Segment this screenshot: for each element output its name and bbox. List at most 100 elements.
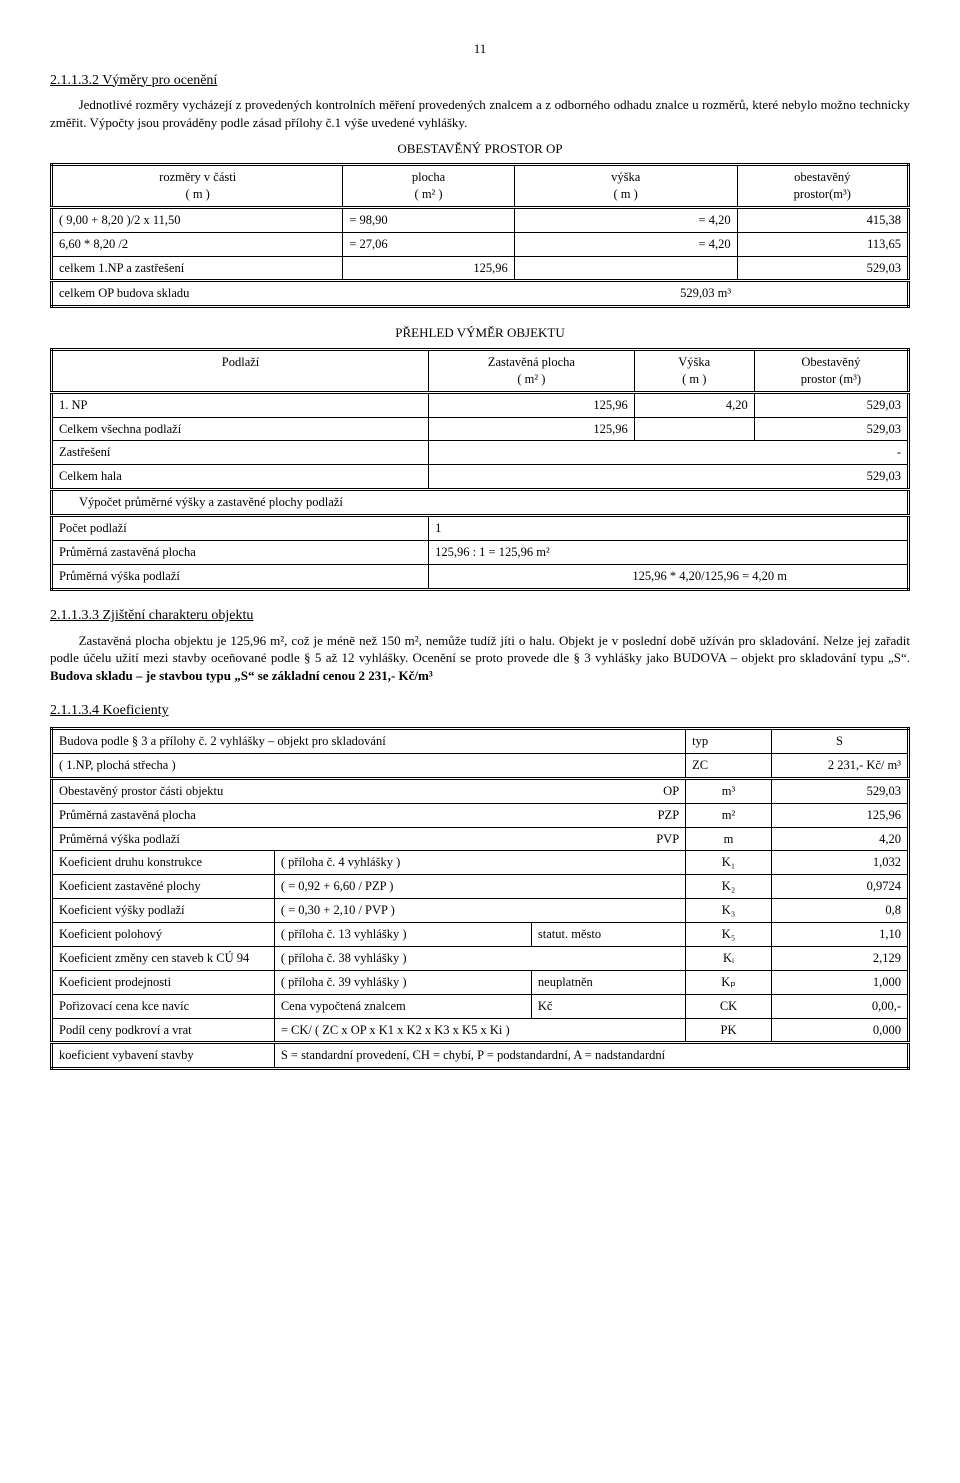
t2-r0-a: 1. NP bbox=[52, 392, 429, 417]
t3-r13-a: koeficient vybavení stavby bbox=[52, 1043, 275, 1069]
t2-h3a: Výška bbox=[678, 355, 710, 369]
t2-s0-a: Počet podlaží bbox=[52, 516, 429, 541]
t1-r2-b: 125,96 bbox=[343, 256, 514, 281]
t3-r3-a: Průměrná zastavěná plocha bbox=[52, 803, 532, 827]
t1-h2a: plocha bbox=[412, 170, 445, 184]
t3-r4-c: PVP bbox=[531, 827, 685, 851]
t3-r4-a: Průměrná výška podlaží bbox=[52, 827, 532, 851]
t3-r12-d: PK bbox=[686, 1018, 772, 1043]
t2-h4a: Obestavěný bbox=[801, 355, 860, 369]
t1-h3b: ( m ) bbox=[614, 187, 638, 201]
t3-r12-b: = CK/ ( ZC x OP x K1 x K2 x K3 x K5 x Ki… bbox=[274, 1018, 685, 1043]
t2-mid: Výpočet průměrné výšky a zastavěné ploch… bbox=[52, 490, 909, 516]
t3-r10-d: Kₚ bbox=[686, 970, 772, 994]
t3-r10-c: neuplatněn bbox=[531, 970, 685, 994]
t3-r1-d: ZC bbox=[686, 753, 772, 778]
t3-r11-b: Cena vypočtená znalcem bbox=[274, 994, 531, 1018]
table1-title: OBESTAVĚNÝ PROSTOR OP bbox=[50, 140, 910, 158]
t3-r2-e: 529,03 bbox=[771, 778, 908, 803]
t1-r1-c: = 4,20 bbox=[514, 232, 737, 256]
t3-r8-d: K₅ bbox=[686, 923, 772, 947]
section-1-para: Jednotlivé rozměry vycházejí z provedený… bbox=[50, 96, 910, 131]
s2-plain: Zastavěná plocha objektu je 125,96 m², c… bbox=[50, 633, 910, 666]
t3-r2-c: OP bbox=[531, 778, 685, 803]
t3-r1-e: 2 231,- Kč/ m³ bbox=[771, 753, 908, 778]
t3-r3-c: PZP bbox=[531, 803, 685, 827]
t1-r0-b: = 98,90 bbox=[343, 207, 514, 232]
t2-s1-a: Průměrná zastavěná plocha bbox=[52, 540, 429, 564]
t3-r13-b: S = standardní provedení, CH = chybí, P … bbox=[274, 1043, 908, 1069]
page-number: 11 bbox=[50, 40, 910, 58]
t3-r6-a: Koeficient zastavěné plochy bbox=[52, 875, 275, 899]
t3-r6-b: ( = 0,92 + 6,60 / PZP ) bbox=[274, 875, 531, 899]
t3-r9-a: Koeficient změny cen staveb k CÚ 94 bbox=[52, 946, 275, 970]
t3-r8-b: ( příloha č. 13 vyhlášky ) bbox=[274, 923, 531, 947]
t3-r0-a: Budova podle § 3 a přílohy č. 2 vyhlášky… bbox=[52, 729, 686, 754]
t3-r11-d: CK bbox=[686, 994, 772, 1018]
t2-h2b: ( m² ) bbox=[517, 372, 545, 386]
t3-r7-d: K₃ bbox=[686, 899, 772, 923]
t2-s1-b: 125,96 : 1 = 125,96 m² bbox=[429, 540, 909, 564]
t1-r0-a: ( 9,00 + 8,20 )/2 x 11,50 bbox=[52, 207, 343, 232]
t3-r7-e: 0,8 bbox=[771, 899, 908, 923]
t2-r2-b bbox=[429, 441, 635, 465]
t3-r10-a: Koeficient prodejnosti bbox=[52, 970, 275, 994]
t3-r8-c: statut. město bbox=[531, 923, 685, 947]
t2-r1-a: Celkem všechna podlaží bbox=[52, 417, 429, 441]
t3-r10-e: 1,000 bbox=[771, 970, 908, 994]
t3-r11-c: Kč bbox=[531, 994, 685, 1018]
t3-r0-d: typ bbox=[686, 729, 772, 754]
t1-foot-v: 529,03 m³ bbox=[514, 281, 737, 307]
section-heading-3: 2.1.1.3.4 Koeficienty bbox=[50, 702, 910, 721]
t3-r6-e: 0,9724 bbox=[771, 875, 908, 899]
t2-r2-c bbox=[634, 441, 754, 465]
t3-r3-d: m² bbox=[686, 803, 772, 827]
section-2-para: Zastavěná plocha objektu je 125,96 m², c… bbox=[50, 632, 910, 685]
t2-r0-c: 4,20 bbox=[634, 392, 754, 417]
t1-r0-d: 415,38 bbox=[737, 207, 908, 232]
t3-r4-e: 4,20 bbox=[771, 827, 908, 851]
t1-h4b: prostor(m³) bbox=[794, 187, 851, 201]
t2-s0-b: 1 bbox=[429, 516, 909, 541]
t3-r3-e: 125,96 bbox=[771, 803, 908, 827]
t1-r2-c bbox=[514, 256, 737, 281]
t3-r0-e: S bbox=[771, 729, 908, 754]
t3-r12-e: 0,000 bbox=[771, 1018, 908, 1043]
t3-r11-e: 0,00,- bbox=[771, 994, 908, 1018]
t3-r7-a: Koeficient výšky podlaží bbox=[52, 899, 275, 923]
t2-r2-d: - bbox=[754, 441, 908, 465]
t3-r9-b: ( příloha č. 38 vyhlášky ) bbox=[274, 946, 531, 970]
t3-r5-e: 1,032 bbox=[771, 851, 908, 875]
t2-r1-b: 125,96 bbox=[429, 417, 635, 441]
t2-r3-b bbox=[429, 465, 635, 490]
t1-r1-d: 113,65 bbox=[737, 232, 908, 256]
t1-r1-a: 6,60 * 8,20 /2 bbox=[52, 232, 343, 256]
t2-r0-b: 125,96 bbox=[429, 392, 635, 417]
t1-h2b: ( m² ) bbox=[415, 187, 443, 201]
t1-h4a: obestavěný bbox=[794, 170, 850, 184]
t3-r11-a: Pořizovací cena kce navíc bbox=[52, 994, 275, 1018]
t3-r4-d: m bbox=[686, 827, 772, 851]
section-heading-1: 2.1.1.3.2 Výměry pro ocenění bbox=[50, 72, 910, 91]
t2-r1-c bbox=[634, 417, 754, 441]
s2-bold: Budova skladu – je stavbou typu „S“ se z… bbox=[50, 668, 433, 683]
t3-r5-a: Koeficient druhu konstrukce bbox=[52, 851, 275, 875]
t3-r2-d: m³ bbox=[686, 778, 772, 803]
t2-h3b: ( m ) bbox=[682, 372, 706, 386]
t3-r12-a: Podíl ceny podkroví a vrat bbox=[52, 1018, 275, 1043]
t1-h3a: výška bbox=[611, 170, 640, 184]
t3-r1-a: ( 1.NP, plochá střecha ) bbox=[52, 753, 686, 778]
t1-r1-b: = 27,06 bbox=[343, 232, 514, 256]
t1-r0-c: = 4,20 bbox=[514, 207, 737, 232]
t2-h2a: Zastavěná plocha bbox=[488, 355, 575, 369]
t2-h4b: prostor (m³) bbox=[801, 372, 861, 386]
t1-h1a: rozměry v části bbox=[159, 170, 236, 184]
t3-r10-b: ( příloha č. 39 vyhlášky ) bbox=[274, 970, 531, 994]
t3-r2-a: Obestavěný prostor části objektu bbox=[52, 778, 532, 803]
t2-r3-d: 529,03 bbox=[754, 465, 908, 490]
t2-s2-a: Průměrná výška podlaží bbox=[52, 564, 429, 589]
table2-title: PŘEHLED VÝMĚR OBJEKTU bbox=[50, 324, 910, 342]
t1-h1b: ( m ) bbox=[186, 187, 210, 201]
t1-r2-a: celkem 1.NP a zastřešení bbox=[52, 256, 343, 281]
t3-r9-d: Kᵢ bbox=[686, 946, 772, 970]
